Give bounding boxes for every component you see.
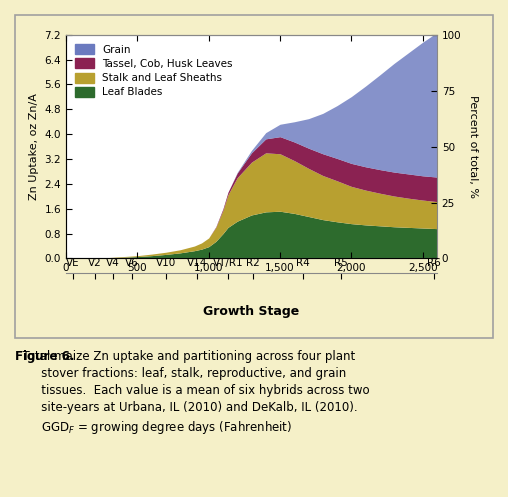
Text: Total maize Zn uptake and partitioning across four plant
       stover fractions: Total maize Zn uptake and partitioning a… [15,350,370,436]
Legend: Grain, Tassel, Cob, Husk Leaves, Stalk and Leaf Sheaths, Leaf Blades: Grain, Tassel, Cob, Husk Leaves, Stalk a… [71,40,237,101]
Text: Figure 6.: Figure 6. [15,350,75,363]
Y-axis label: Percent of total, %: Percent of total, % [468,95,478,198]
Y-axis label: Zn Uptake, oz Zn/A: Zn Uptake, oz Zn/A [29,93,39,200]
Text: Growth Stage: Growth Stage [203,305,300,318]
X-axis label: GDD$_F$: GDD$_F$ [232,277,271,293]
